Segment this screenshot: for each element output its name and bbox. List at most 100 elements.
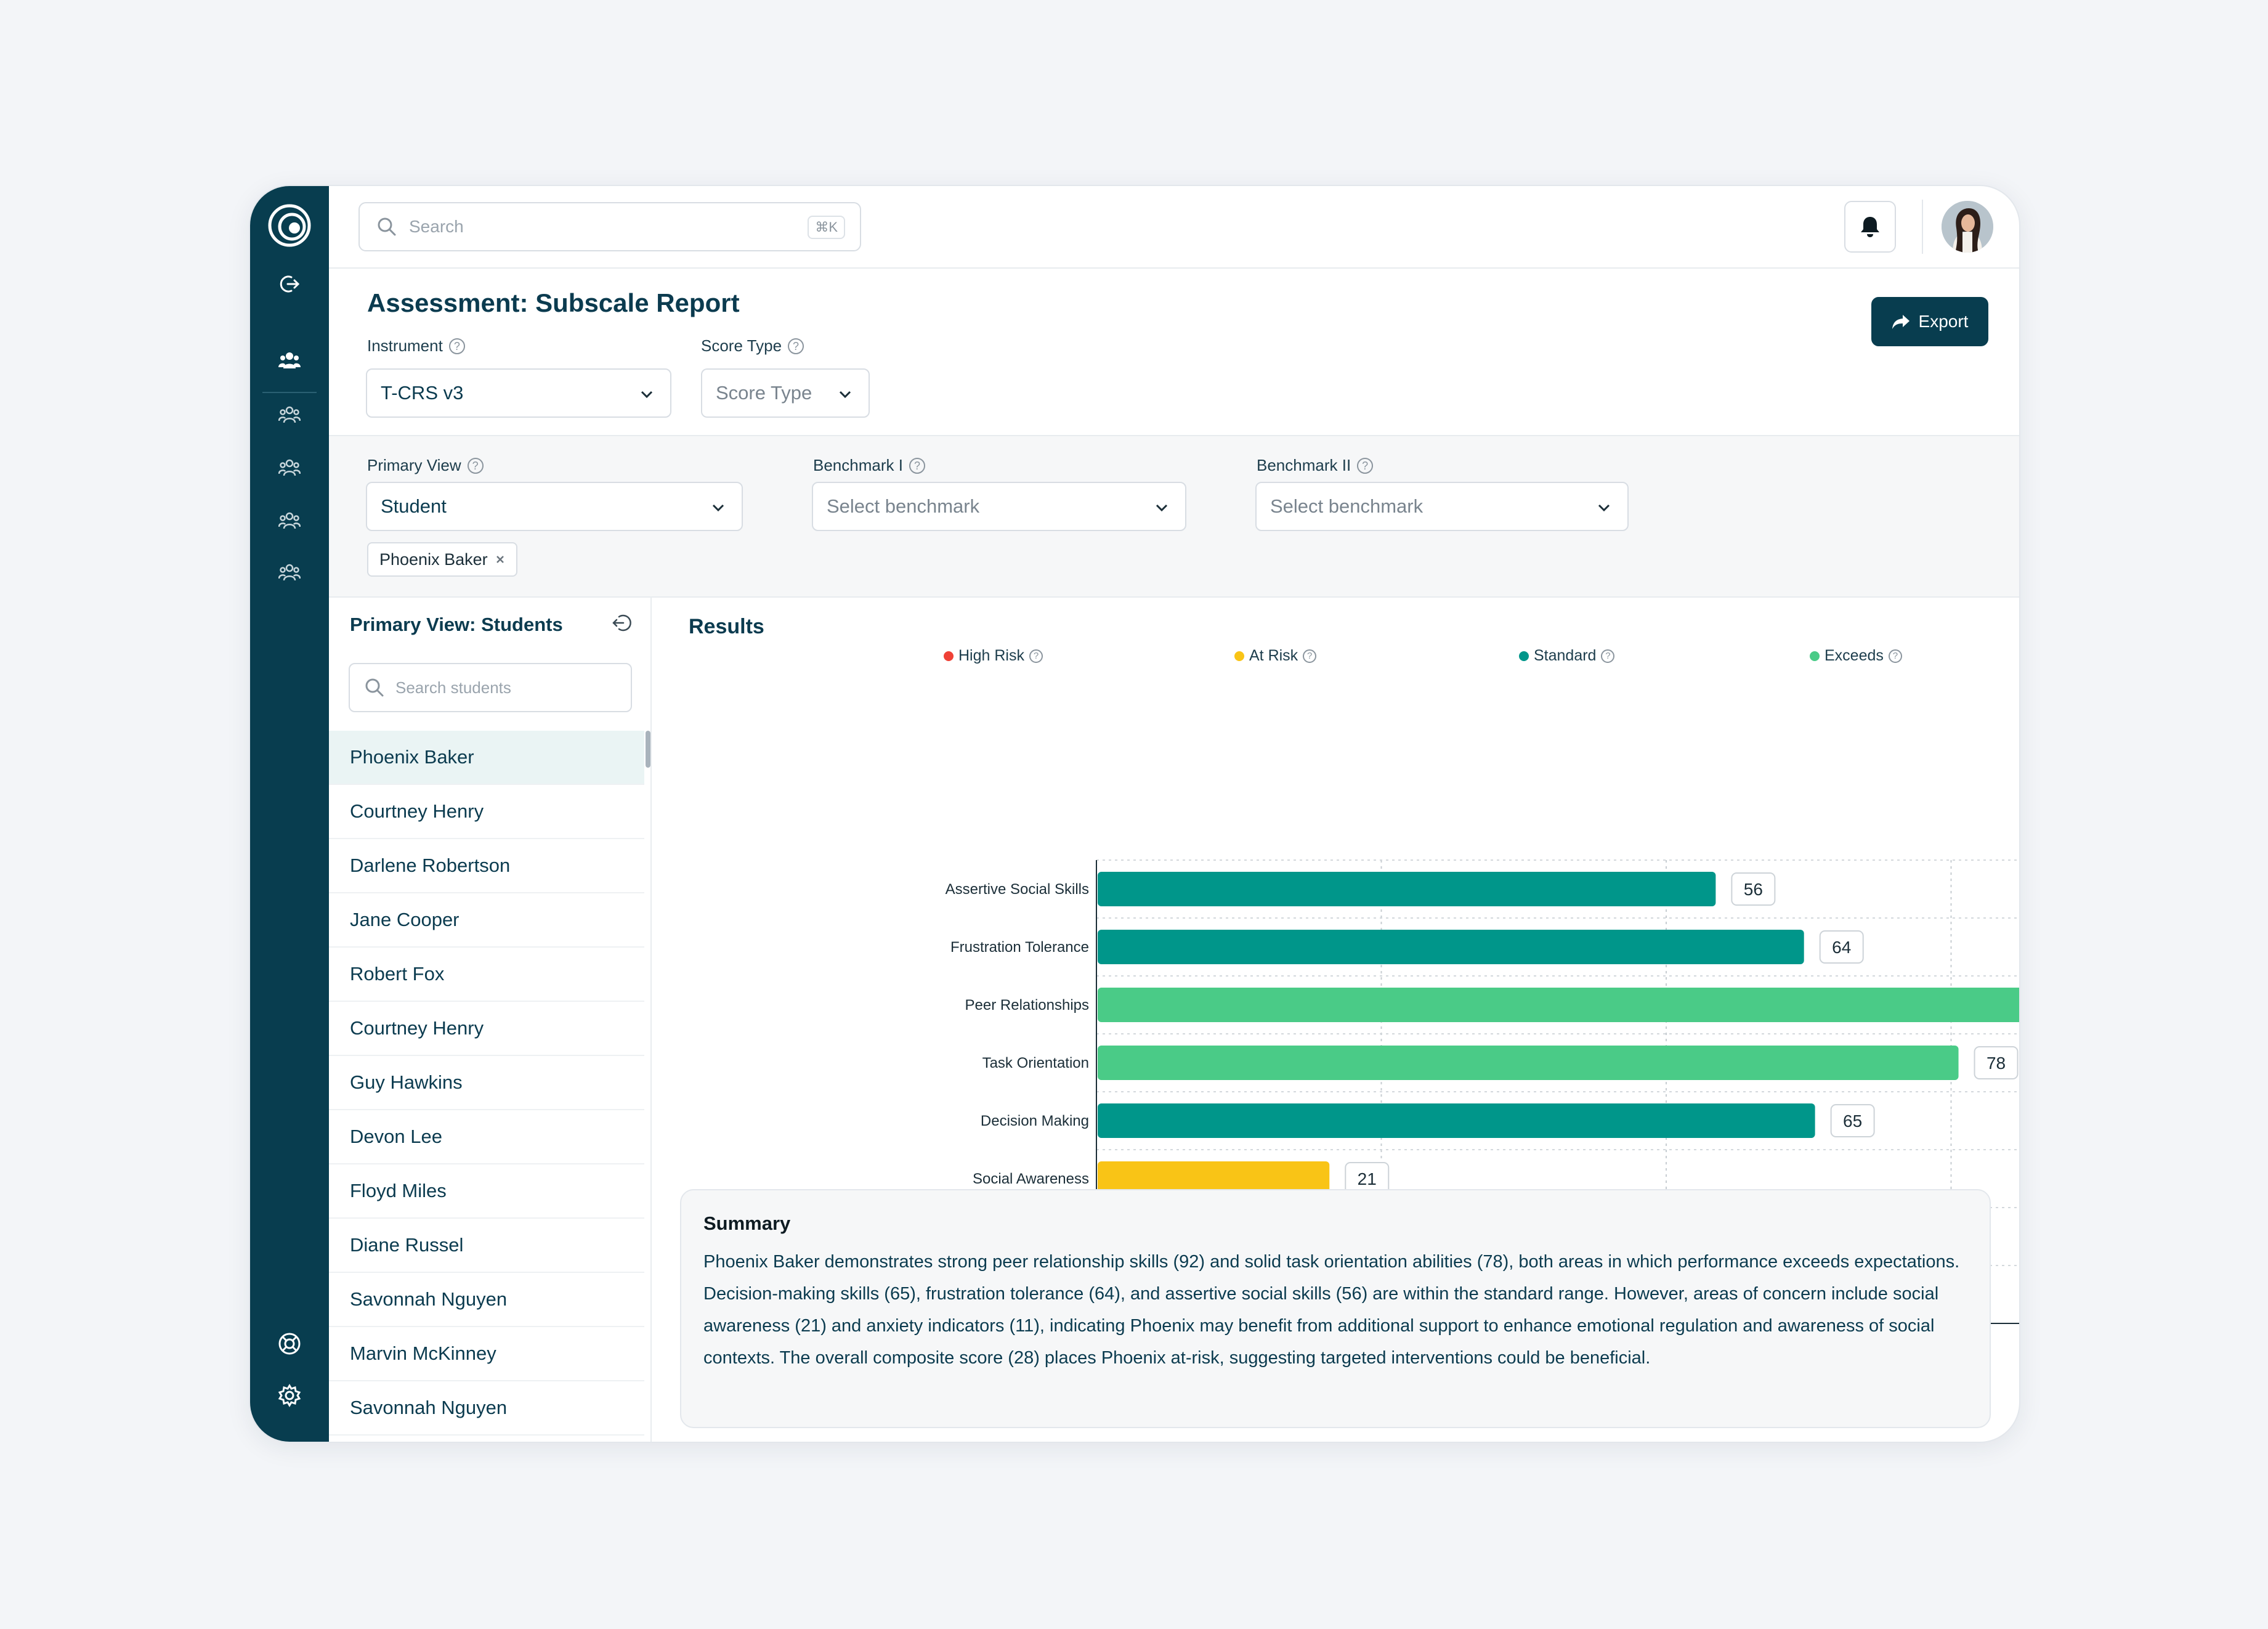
- bar[interactable]: [1098, 1046, 1959, 1080]
- value-badge: 78: [1974, 1046, 2019, 1079]
- bar[interactable]: [1098, 1161, 1330, 1196]
- student-search-input[interactable]: Search students: [349, 663, 632, 712]
- student-list-item[interactable]: Guy Hawkins: [329, 1056, 644, 1110]
- legend-dot: [1519, 651, 1529, 661]
- category-label: Decision Making: [981, 1113, 1089, 1129]
- primary-view-value: Student: [381, 495, 447, 517]
- legend-standard: Standard ?: [1519, 647, 1615, 665]
- bar[interactable]: [1098, 988, 2020, 1022]
- student-list-item[interactable]: Jane Cooper: [329, 893, 644, 948]
- filters-section: Primary View ? Student Benchmark I ? Sel…: [329, 435, 2019, 598]
- value-label: 65: [1843, 1111, 1862, 1131]
- value-badge-box: [1819, 930, 1864, 964]
- student-list: Phoenix Baker Courtney Henry Darlene Rober…: [329, 731, 644, 1436]
- global-search-input[interactable]: Search ⌘K: [358, 202, 861, 251]
- primary-view-select[interactable]: Student: [366, 482, 743, 531]
- instrument-select[interactable]: T-CRS v3: [366, 368, 671, 418]
- student-list-item[interactable]: Marvin McKinney: [329, 1327, 644, 1381]
- legend-label: Standard: [1534, 647, 1597, 664]
- summary-title: Summary: [703, 1213, 791, 1234]
- users-icon[interactable]: [250, 458, 329, 477]
- student-list-item[interactable]: Darlene Robertson: [329, 839, 644, 893]
- value-badge: 21: [1345, 1162, 1390, 1195]
- top-bar: Search ⌘K: [329, 186, 2019, 269]
- legend-label: Exceeds: [1825, 647, 1884, 664]
- close-icon[interactable]: [495, 555, 505, 564]
- value-badge-box: [1974, 1046, 2019, 1079]
- bar[interactable]: [1098, 930, 1804, 964]
- benchmark-2-value: Select benchmark: [1270, 495, 1424, 517]
- bar[interactable]: [1098, 1103, 1815, 1138]
- user-avatar[interactable]: [1942, 201, 1993, 253]
- help-icon[interactable]: ?: [448, 338, 465, 354]
- settings-gear-icon[interactable]: [250, 1384, 329, 1407]
- topbar-divider: [1922, 200, 1923, 254]
- bell-icon: [1861, 217, 1879, 237]
- help-icon[interactable]: ?: [788, 338, 804, 354]
- bar[interactable]: [1098, 872, 1716, 906]
- support-icon[interactable]: [250, 1332, 329, 1355]
- category-label: Frustration Tolerance: [950, 939, 1089, 956]
- instrument-label-text: Instrument: [367, 336, 443, 355]
- users-icon[interactable]: [250, 563, 329, 582]
- list-panel-title: Primary View: Students: [350, 614, 563, 635]
- notifications-button[interactable]: [1844, 201, 1896, 253]
- benchmark-1-label: Benchmark I ?: [813, 456, 925, 475]
- legend-at-risk: At Risk ?: [1234, 647, 1317, 665]
- export-button[interactable]: Export: [1871, 297, 1988, 346]
- student-list-item[interactable]: Robert Fox: [329, 948, 644, 1002]
- help-icon[interactable]: ?: [1888, 649, 1902, 663]
- chevron-down-icon: [641, 391, 653, 399]
- student-list-item[interactable]: Diane Russel: [329, 1219, 644, 1273]
- help-icon[interactable]: ?: [467, 457, 484, 474]
- chip-label: Phoenix Baker: [379, 550, 488, 569]
- chevron-down-icon: [712, 504, 724, 512]
- primary-view-label: Primary View ?: [367, 456, 484, 475]
- legend-exceeds: Exceeds ?: [1810, 647, 1902, 665]
- help-icon[interactable]: ?: [909, 457, 925, 474]
- brand-logo-icon[interactable]: [250, 203, 329, 248]
- student-list-item[interactable]: Courtney Henry: [329, 1002, 644, 1056]
- chevron-down-icon: [1156, 504, 1168, 512]
- help-icon[interactable]: ?: [1357, 457, 1374, 474]
- help-icon[interactable]: ?: [1601, 649, 1615, 663]
- value-badge: 64: [1819, 930, 1864, 964]
- benchmark-1-select[interactable]: Select benchmark: [812, 482, 1186, 531]
- instrument-label: Instrument ?: [367, 336, 465, 355]
- student-list-item[interactable]: Courtney Henry: [329, 785, 644, 839]
- score-type-label: Score Type ?: [701, 336, 804, 355]
- category-label: Task Orientation: [982, 1055, 1089, 1071]
- category-label: Peer Relationships: [965, 997, 1089, 1014]
- help-icon[interactable]: ?: [1303, 649, 1317, 663]
- search-shortcut-badge: ⌘K: [808, 216, 845, 239]
- instrument-value: T-CRS v3: [381, 382, 464, 404]
- collapse-panel-icon[interactable]: [611, 612, 632, 633]
- student-list-item[interactable]: Devon Lee: [329, 1110, 644, 1164]
- value-label: 21: [1358, 1169, 1377, 1188]
- logout-icon[interactable]: [250, 274, 329, 295]
- legend-dot: [1234, 651, 1244, 661]
- student-list-panel: Primary View: Students Search students P…: [329, 598, 652, 1442]
- legend-dot: [944, 651, 954, 661]
- chevron-down-icon: [839, 391, 851, 399]
- selected-student-chip: Phoenix Baker: [367, 542, 517, 577]
- value-badge: 56: [1731, 872, 1776, 906]
- student-list-item[interactable]: Savonnah Nguyen: [329, 1273, 644, 1327]
- score-type-select[interactable]: Score Type: [701, 368, 870, 418]
- help-icon[interactable]: ?: [1029, 649, 1043, 663]
- student-list-item[interactable]: Phoenix Baker: [329, 731, 644, 785]
- rail-divider: [262, 392, 317, 393]
- category-label: Assertive Social Skills: [946, 881, 1089, 898]
- student-list-item[interactable]: Floyd Miles: [329, 1164, 644, 1219]
- student-list-item[interactable]: Savonnah Nguyen: [329, 1381, 644, 1436]
- users-icon[interactable]: [250, 351, 329, 370]
- benchmark-2-label-text: Benchmark II: [1257, 456, 1351, 474]
- benchmark-2-select[interactable]: Select benchmark: [1255, 482, 1629, 531]
- list-scrollbar[interactable]: [646, 731, 650, 768]
- users-icon[interactable]: [250, 511, 329, 530]
- value-badge-box: [1830, 1104, 1875, 1137]
- student-search-placeholder: Search students: [395, 678, 511, 697]
- users-icon[interactable]: [250, 405, 329, 424]
- legend-label: High Risk: [958, 647, 1024, 664]
- summary-text: Phoenix Baker demonstrates strong peer r…: [703, 1252, 1960, 1368]
